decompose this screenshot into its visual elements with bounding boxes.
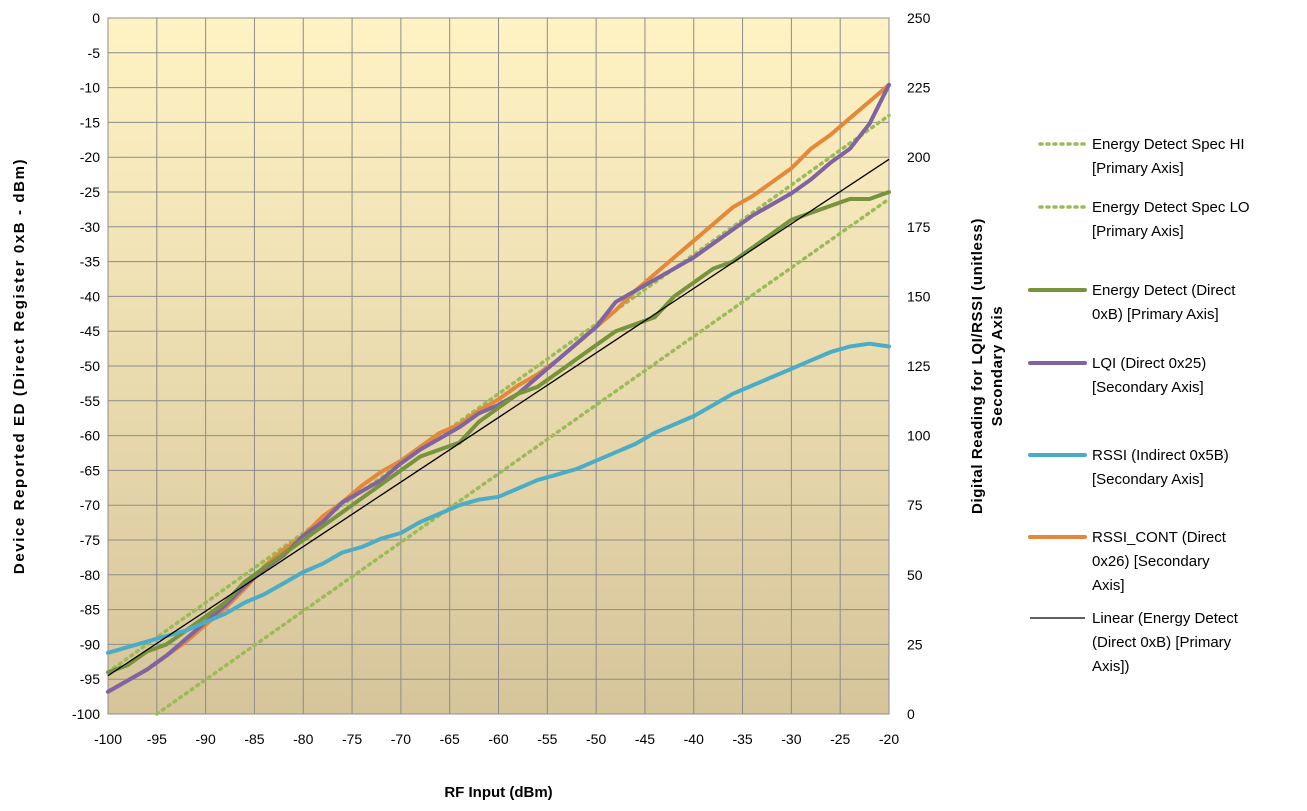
x-tick-label: -85 bbox=[244, 731, 264, 747]
y-left-tick-label: -80 bbox=[80, 567, 100, 583]
legend-label: [Secondary Axis] bbox=[1092, 471, 1204, 488]
legend: Energy Detect Spec HI [Primary Axis] Energ… bbox=[1028, 136, 1250, 675]
x-tick-label: -20 bbox=[879, 731, 899, 747]
y-left-tick-label: -30 bbox=[80, 219, 100, 235]
legend-label: RSSI (Indirect 0x5B) bbox=[1092, 447, 1229, 464]
legend-label: 0x26) [Secondary bbox=[1092, 553, 1210, 570]
y-left-tick-label: -60 bbox=[80, 428, 100, 444]
legend-label: 0xB) [Primary Axis] bbox=[1092, 306, 1219, 323]
x-tick-label: -90 bbox=[196, 731, 216, 747]
y-axis-right-title-line: Secondary Axis bbox=[989, 306, 1006, 426]
y-left-tick-label: -65 bbox=[80, 462, 100, 478]
legend-label: Linear (Energy Detect bbox=[1092, 610, 1239, 627]
series-line-linear-energy-detect-direct-0xb-primary-axis bbox=[107, 158, 890, 677]
x-tick-label: -70 bbox=[391, 731, 411, 747]
y-axis-left-title: Device Reported ED (Direct Register 0xB … bbox=[11, 158, 28, 574]
x-tick-label: -100 bbox=[94, 731, 122, 747]
series-line-rssi-indirect-0x5b-secondary-axis bbox=[106, 341, 891, 655]
y-left-tick-label: -5 bbox=[88, 45, 101, 61]
y-left-tick-label: -40 bbox=[80, 288, 100, 304]
y-right-tick-label: 175 bbox=[907, 219, 931, 235]
legend-label: Energy Detect Spec LO bbox=[1092, 199, 1250, 216]
y-left-tick-label: -50 bbox=[80, 358, 100, 374]
series-line-energy-detect-direct-0xb-primary-axis bbox=[106, 190, 891, 675]
y-right-tick-label: 0 bbox=[907, 706, 915, 722]
y-right-tick-label: 25 bbox=[907, 636, 923, 652]
y-left-tick-label: 0 bbox=[92, 10, 100, 26]
y-right-tick-label: 250 bbox=[907, 10, 931, 26]
x-tick-label: -45 bbox=[635, 731, 655, 747]
legend-label: [Primary Axis] bbox=[1092, 223, 1184, 240]
y-right-tick-label: 150 bbox=[907, 288, 931, 304]
y-left-tick-label: -35 bbox=[80, 254, 100, 270]
legend-label: [Primary Axis] bbox=[1092, 160, 1184, 177]
y-left-tick-label: -70 bbox=[80, 497, 100, 513]
y-right-tick-label: 200 bbox=[907, 149, 931, 165]
y-left-tick-label: -15 bbox=[80, 114, 100, 130]
x-tick-label: -60 bbox=[488, 731, 508, 747]
legend-label: LQI (Direct 0x25) bbox=[1092, 355, 1206, 372]
y-left-tick-label: -10 bbox=[80, 80, 100, 96]
y-left-tick-label: -20 bbox=[80, 149, 100, 165]
x-axis-title: RF Input (dBm) bbox=[444, 784, 552, 801]
x-tick-label: -80 bbox=[293, 731, 313, 747]
legend-label: RSSI_CONT (Direct bbox=[1092, 529, 1227, 546]
legend-label: Axis] bbox=[1092, 577, 1125, 594]
legend-label: Energy Detect Spec HI bbox=[1092, 136, 1245, 153]
series-layer bbox=[106, 82, 891, 716]
legend-label: Energy Detect (Direct bbox=[1092, 282, 1236, 299]
y-left-tick-label: -100 bbox=[72, 706, 100, 722]
x-tick-label: -95 bbox=[147, 731, 167, 747]
series-line-energy-detect-spec-hi-primary-axis bbox=[106, 113, 891, 674]
series-line-energy-detect-spec-lo-primary-axis bbox=[155, 197, 891, 716]
tick-labels: -100 -95 -90 -85 -80 -75 -70 -65 -60 -55 -50 -45 -40… bbox=[72, 10, 931, 747]
x-tick-label: -30 bbox=[781, 731, 801, 747]
legend-label: (Direct 0xB) [Primary bbox=[1092, 634, 1232, 651]
y-left-tick-label: -85 bbox=[80, 602, 100, 618]
x-tick-label: -40 bbox=[684, 731, 704, 747]
y-axis-right-title-line: Digital Reading for LQI/RSSI (unitless) bbox=[969, 218, 986, 514]
x-tick-label: -50 bbox=[586, 731, 606, 747]
x-tick-label: -25 bbox=[830, 731, 850, 747]
y-left-tick-label: -75 bbox=[80, 532, 100, 548]
y-left-tick-label: -25 bbox=[80, 184, 100, 200]
x-tick-label: -55 bbox=[537, 731, 557, 747]
y-right-tick-label: 75 bbox=[907, 497, 923, 513]
y-left-tick-label: -90 bbox=[80, 636, 100, 652]
x-tick-label: -35 bbox=[732, 731, 752, 747]
y-right-tick-label: 50 bbox=[907, 567, 923, 583]
y-left-tick-label: -55 bbox=[80, 393, 100, 409]
legend-label: Axis]) bbox=[1092, 658, 1130, 675]
y-right-tick-label: 125 bbox=[907, 358, 931, 374]
y-right-tick-label: 100 bbox=[907, 428, 931, 444]
y-left-tick-label: -45 bbox=[80, 323, 100, 339]
legend-label: [Secondary Axis] bbox=[1092, 379, 1204, 396]
y-right-tick-label: 225 bbox=[907, 80, 931, 96]
x-tick-label: -75 bbox=[342, 731, 362, 747]
y-left-tick-label: -95 bbox=[80, 671, 100, 687]
axis-titles: RF Input (dBm) Device Reported ED (Direct… bbox=[11, 158, 1006, 801]
x-tick-label: -65 bbox=[440, 731, 460, 747]
series-line-lqi-direct-0x25-secondary-axis bbox=[106, 82, 891, 694]
